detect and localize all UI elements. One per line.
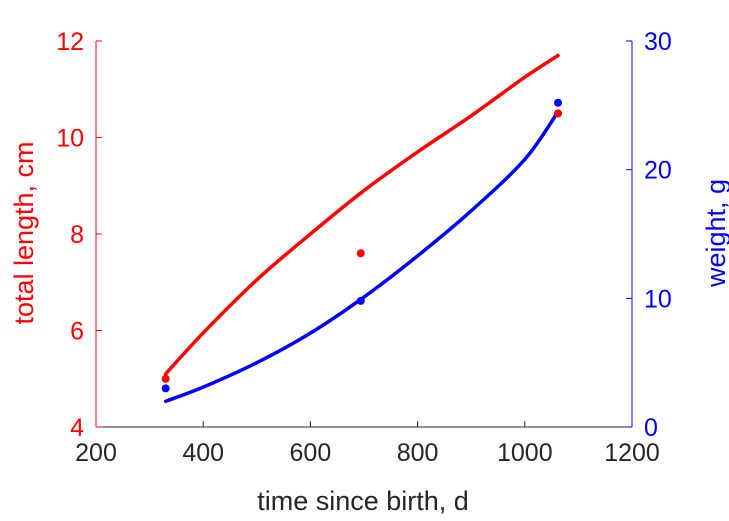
y-axis-right-title: weight, g [701,179,729,288]
y-right-tick-label: 10 [644,285,672,313]
data-points [161,98,563,393]
length-data-point [554,109,563,118]
y-right-tick-label: 0 [644,414,658,442]
x-axis: 200 400 600 800 1000 1200 [75,421,660,467]
weight-data-point [161,384,170,393]
x-tick-label: 800 [397,439,439,467]
length-fit-line [163,53,560,376]
x-tick-label: 400 [182,439,224,467]
x-tick-label: 600 [290,439,332,467]
y-axis-left: 4 6 8 10 12 [56,28,102,442]
y-left-tick-label: 8 [70,221,84,249]
y-axis-right: 0 10 20 30 [626,28,672,442]
y-left-tick-label: 12 [56,28,84,56]
weight-data-point [554,98,563,107]
y-right-tick-label: 30 [644,28,672,56]
weight-fit-line [163,110,560,404]
y-left-tick-label: 4 [70,414,84,442]
weight-data-point [356,296,365,305]
length-data-point [356,249,365,258]
length-data-point [161,374,170,383]
x-tick-label: 1000 [497,439,553,467]
x-tick-label: 1200 [604,439,660,467]
x-tick-label: 200 [75,439,117,467]
y-axis-left-title: total length, cm [9,141,39,324]
y-left-tick-label: 6 [70,318,84,346]
x-axis-title: time since birth, d [257,486,469,516]
fit-lines [163,53,560,404]
y-right-tick-label: 20 [644,157,672,185]
y-left-tick-label: 10 [56,125,84,153]
